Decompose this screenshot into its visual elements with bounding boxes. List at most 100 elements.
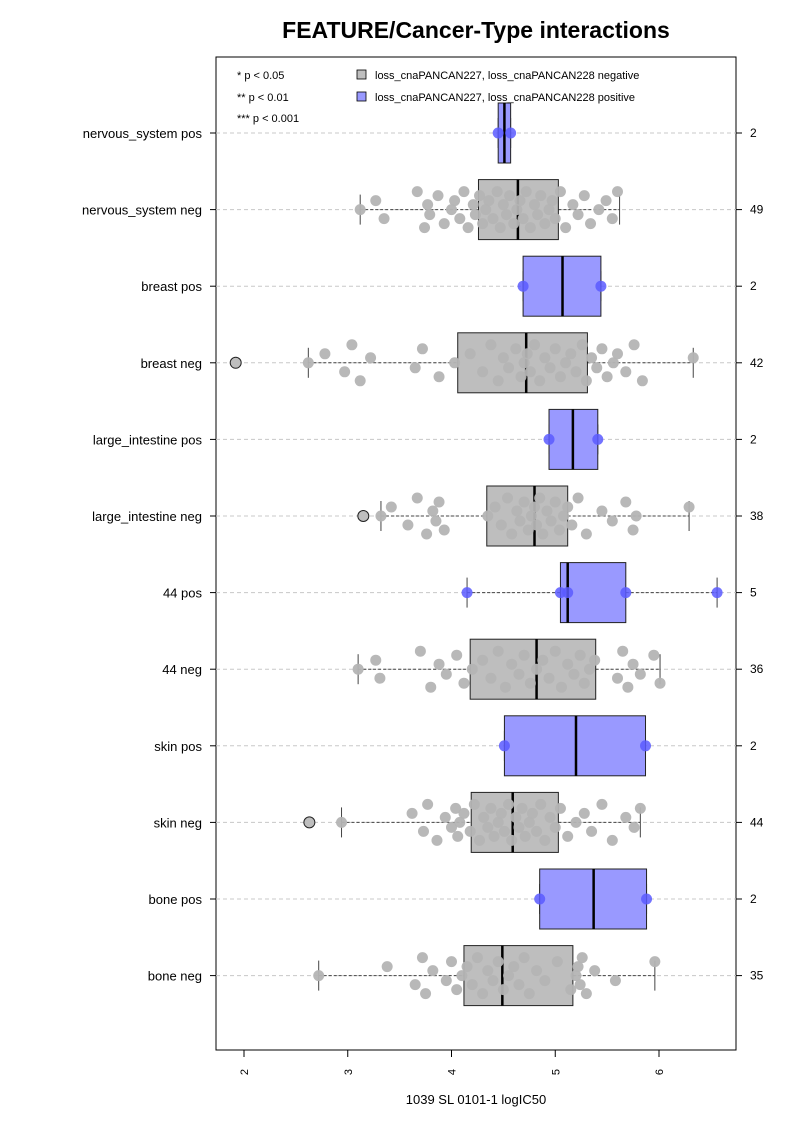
data-point	[488, 830, 500, 842]
data-point	[612, 186, 623, 198]
data-point	[477, 218, 489, 230]
data-point	[596, 798, 608, 810]
count-label: 44	[750, 815, 764, 829]
data-point	[489, 501, 501, 513]
category-label: large_intestine neg	[92, 509, 202, 524]
x-tick-label: 3	[343, 1069, 355, 1075]
data-point	[612, 672, 623, 684]
data-point	[606, 213, 618, 225]
data-point	[477, 654, 489, 666]
data-point	[511, 204, 523, 216]
category-label: 44 pos	[163, 586, 203, 601]
data-point	[431, 834, 443, 846]
data-point	[549, 496, 561, 508]
data-point	[409, 979, 421, 991]
data-point	[535, 798, 547, 810]
data-point	[630, 510, 642, 522]
data-point	[565, 984, 577, 996]
data-point	[558, 510, 570, 522]
data-point	[549, 213, 561, 225]
data-point	[477, 988, 489, 1000]
data-point	[562, 658, 574, 670]
data-point	[421, 528, 433, 540]
data-point	[585, 218, 597, 230]
data-point	[517, 280, 529, 292]
data-point	[416, 952, 428, 964]
data-point	[503, 970, 515, 982]
data-point	[495, 519, 507, 531]
category-label: bone pos	[149, 892, 203, 907]
data-point	[580, 528, 592, 540]
data-point	[544, 811, 556, 823]
data-point	[336, 816, 348, 828]
data-point	[461, 961, 473, 973]
data-point	[518, 952, 530, 964]
count-label: 49	[750, 203, 764, 217]
data-point	[497, 984, 509, 996]
data-point	[313, 970, 325, 982]
data-point	[549, 821, 561, 833]
data-point	[458, 807, 470, 819]
data-point	[544, 362, 556, 374]
category-label: nervous_system pos	[83, 126, 203, 141]
data-point	[572, 961, 584, 973]
data-point	[554, 802, 566, 814]
data-point	[524, 366, 536, 378]
data-point	[565, 348, 577, 360]
data-point	[503, 362, 515, 374]
count-label: 2	[750, 739, 757, 753]
data-point	[522, 524, 534, 536]
data-point	[505, 127, 517, 139]
data-point	[427, 965, 439, 977]
data-point	[586, 825, 598, 837]
count-label: 2	[750, 126, 757, 140]
data-point	[406, 807, 418, 819]
data-point	[549, 343, 561, 355]
data-point	[381, 961, 393, 973]
data-point	[467, 199, 479, 211]
data-point	[545, 515, 557, 527]
data-point	[572, 492, 584, 504]
data-point	[462, 222, 474, 234]
data-point	[534, 893, 546, 905]
data-point	[627, 658, 639, 670]
data-point	[464, 825, 476, 837]
data-point	[517, 213, 529, 225]
data-point	[506, 658, 518, 670]
data-point	[433, 496, 445, 508]
data-point	[595, 280, 607, 292]
data-point	[539, 834, 551, 846]
count-label: 35	[750, 969, 764, 983]
data-point	[578, 190, 590, 202]
data-point	[492, 127, 504, 139]
data-point	[446, 821, 457, 833]
outlier-point	[229, 356, 242, 369]
data-point	[553, 524, 565, 536]
data-point	[648, 649, 660, 661]
significance-legend: * p < 0.05 ** p < 0.01 *** p < 0.001	[237, 70, 299, 125]
data-point	[422, 199, 434, 211]
data-point	[485, 672, 497, 684]
data-point	[374, 672, 386, 684]
data-point	[513, 821, 525, 833]
data-point	[492, 645, 504, 657]
data-point	[487, 213, 499, 225]
data-point	[687, 352, 699, 364]
data-point	[449, 195, 461, 207]
data-point	[531, 663, 543, 675]
data-point	[482, 965, 494, 977]
data-point	[430, 515, 442, 527]
outlier-point	[357, 510, 370, 522]
data-point	[617, 645, 629, 657]
data-point	[302, 357, 314, 369]
data-point	[641, 893, 653, 905]
data-point	[464, 348, 476, 360]
data-point	[425, 681, 437, 693]
data-point	[519, 830, 531, 842]
data-point	[414, 645, 426, 657]
category-label: skin pos	[154, 739, 202, 754]
data-point	[432, 190, 444, 202]
data-point	[319, 348, 331, 360]
data-point	[567, 199, 579, 211]
